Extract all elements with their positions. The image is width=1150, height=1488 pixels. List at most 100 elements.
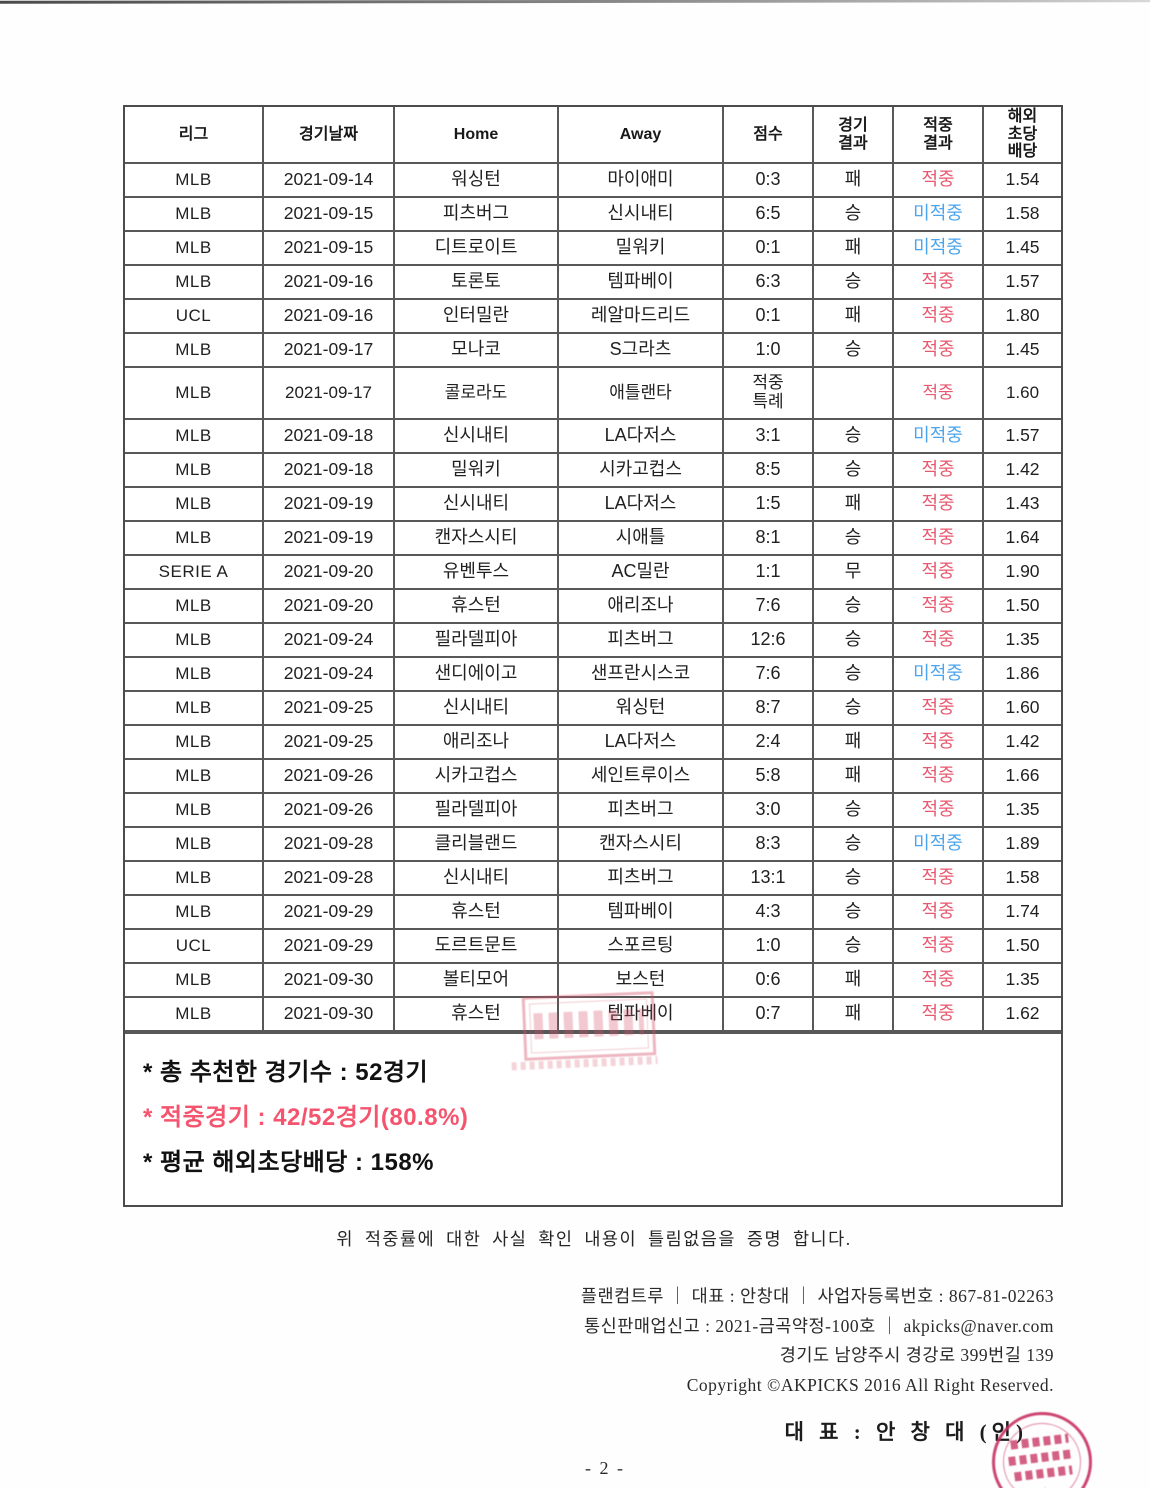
cell-odds: 1.50 xyxy=(982,928,1061,964)
cell-home: 신시내티 xyxy=(393,690,559,726)
cell-league: MLB xyxy=(125,758,264,794)
cell-date: 2021-09-30 xyxy=(262,996,395,1032)
cell-date: 2021-09-16 xyxy=(262,264,395,300)
cell-league: SERIE A xyxy=(125,554,264,590)
cell-home: 유벤투스 xyxy=(393,554,559,590)
cell-away: 템파베이 xyxy=(557,264,724,300)
table-row: UCL 2021-09-16 인터밀란 레알마드리드 0:1 패 적중 1.80 xyxy=(125,298,1061,334)
cell-away: 피츠버그 xyxy=(557,792,724,828)
cell-odds: 1.74 xyxy=(982,894,1061,930)
faint-rect-stamp xyxy=(511,991,658,1071)
cell-home: 워싱턴 xyxy=(393,162,559,198)
cell-hit: 적중 xyxy=(892,264,984,300)
cell-away: 애틀랜타 xyxy=(557,366,724,420)
cell-hit: 적중 xyxy=(892,894,984,930)
table-row: MLB 2021-09-28 클리블랜드 캔자스시티 8:3 승 미적중 1.89 xyxy=(125,826,1061,862)
cell-score: 1:1 xyxy=(722,554,814,590)
cell-odds: 1.45 xyxy=(982,230,1061,266)
table-row: MLB 2021-09-19 캔자스시티 시애틀 8:1 승 적중 1.64 xyxy=(125,520,1061,556)
cell-hit: 적중 xyxy=(892,298,984,334)
cell-odds: 1.66 xyxy=(982,758,1061,794)
company-line-mailorder: 통신판매업신고 : 2021-금곡약정-100호 ｜ akpicks@naver… xyxy=(584,1315,1054,1336)
cell-away: LA다저스 xyxy=(557,724,724,760)
cell-home: 디트로이트 xyxy=(393,230,559,266)
cell-hit: 적중 xyxy=(892,332,984,368)
cell-score: 3:1 xyxy=(722,418,814,454)
table-row: MLB 2021-09-18 신시내티 LA다저스 3:1 승 미적중 1.57 xyxy=(125,418,1061,454)
cell-date: 2021-09-25 xyxy=(262,724,395,760)
cell-away: 피츠버그 xyxy=(557,622,724,658)
cell-home: 토론토 xyxy=(393,264,559,300)
cell-away: 애리조나 xyxy=(557,588,724,624)
cell-hit: 적중 xyxy=(892,622,984,658)
cell-league: MLB xyxy=(125,520,264,556)
company-line-copyright: Copyright ©AKPICKS 2016 All Right Reserv… xyxy=(686,1374,1054,1395)
column-header: 경기 결과 xyxy=(812,107,894,164)
cell-home: 클리블랜드 xyxy=(393,826,559,862)
cell-odds: 1.64 xyxy=(982,520,1061,556)
cell-home: 휴스턴 xyxy=(393,894,559,930)
cell-home: 애리조나 xyxy=(393,724,559,760)
cell-odds: 1.43 xyxy=(982,486,1061,522)
cell-league: MLB xyxy=(125,366,264,420)
cell-hit: 적중 xyxy=(892,520,984,556)
cell-home: 밀워키 xyxy=(393,452,559,488)
cell-hit: 적중 xyxy=(892,690,984,726)
table-row: MLB 2021-09-30 볼티모어 보스턴 0:6 패 적중 1.35 xyxy=(125,962,1061,998)
cell-score: 0:1 xyxy=(722,298,814,334)
company-line-address: 경기도 남양주시 경강로 399번길 139 xyxy=(779,1345,1054,1365)
cell-league: MLB xyxy=(125,588,264,624)
certification-statement: 위 적중률에 대한 사실 확인 내용이 틀림없음을 증명 합니다. xyxy=(336,1229,852,1249)
cell-date: 2021-09-17 xyxy=(262,332,395,368)
column-header: 적중 결과 xyxy=(892,107,984,164)
company-info-block: 플랜컴트루 ｜ 대표 : 안창대 ｜ 사업자등록번호 : 867-81-0226… xyxy=(581,1282,1054,1400)
cell-hit: 적중 xyxy=(892,452,984,488)
cell-home: 피츠버그 xyxy=(393,196,559,232)
table-row: MLB 2021-09-29 휴스턴 템파베이 4:3 승 적중 1.74 xyxy=(125,894,1061,930)
cell-date: 2021-09-18 xyxy=(262,418,395,454)
cell-date: 2021-09-20 xyxy=(262,588,395,624)
table-body: MLB 2021-09-14 워싱턴 마이애미 0:3 패 적중 1.54 MLB 2021-09… xyxy=(125,162,1061,1032)
cell-home: 콜로라도 xyxy=(393,366,559,420)
cell-hit: 적중 xyxy=(892,792,984,828)
cell-score: 7:6 xyxy=(722,588,814,624)
header-row: 리그 경기날짜 Home Away 점수 경기 결과 적중 결과 해외 초당 배당 xyxy=(125,107,1061,164)
results-table: 리그 경기날짜 Home Away 점수 경기 결과 적중 결과 해외 초당 배당 MLB 20… xyxy=(125,107,1061,1032)
cell-odds: 1.57 xyxy=(982,418,1061,454)
cell-odds: 1.58 xyxy=(982,196,1061,232)
cell-score: 8:3 xyxy=(722,826,814,862)
cell-score: 2:4 xyxy=(722,724,814,760)
column-header: 해외 초당 배당 xyxy=(982,107,1061,164)
cell-date: 2021-09-17 xyxy=(262,366,395,420)
star-icon: ★ xyxy=(998,1480,1093,1488)
cell-away: 신시내티 xyxy=(557,196,724,232)
cell-result: 패 xyxy=(812,724,894,760)
cell-league: MLB xyxy=(125,418,264,454)
cell-home: 신시내티 xyxy=(393,418,559,454)
table-row: MLB 2021-09-16 토론토 템파베이 6:3 승 적중 1.57 xyxy=(125,264,1061,300)
cell-odds: 1.54 xyxy=(982,162,1061,198)
cell-home: 필라델피아 xyxy=(393,792,559,828)
cell-home: 시카고컵스 xyxy=(393,758,559,794)
cell-hit: 적중 xyxy=(892,554,984,590)
cell-away: 마이애미 xyxy=(557,162,724,198)
cell-hit: 미적중 xyxy=(892,196,984,232)
cell-score: 0:6 xyxy=(722,962,814,998)
stamp-glyphs xyxy=(533,1008,645,1040)
cell-away: 보스턴 xyxy=(557,962,724,998)
column-header: 경기날짜 xyxy=(262,107,395,164)
column-header: Away xyxy=(557,107,724,164)
table-row: MLB 2021-09-20 휴스턴 애리조나 7:6 승 적중 1.50 xyxy=(125,588,1061,624)
cell-result: 패 xyxy=(812,758,894,794)
cell-hit: 미적중 xyxy=(892,230,984,266)
cell-away: 시카고컵스 xyxy=(557,452,724,488)
cell-score: 8:1 xyxy=(722,520,814,556)
cell-odds: 1.58 xyxy=(982,860,1061,896)
cell-score: 13:1 xyxy=(722,860,814,896)
table-row: MLB 2021-09-25 애리조나 LA다저스 2:4 패 적중 1.42 xyxy=(125,724,1061,760)
cell-result: 무 xyxy=(812,554,894,590)
cell-hit: 미적중 xyxy=(892,656,984,692)
cell-hit: 미적중 xyxy=(892,418,984,454)
cell-odds: 1.42 xyxy=(982,724,1061,760)
cell-home: 필라델피아 xyxy=(393,622,559,658)
